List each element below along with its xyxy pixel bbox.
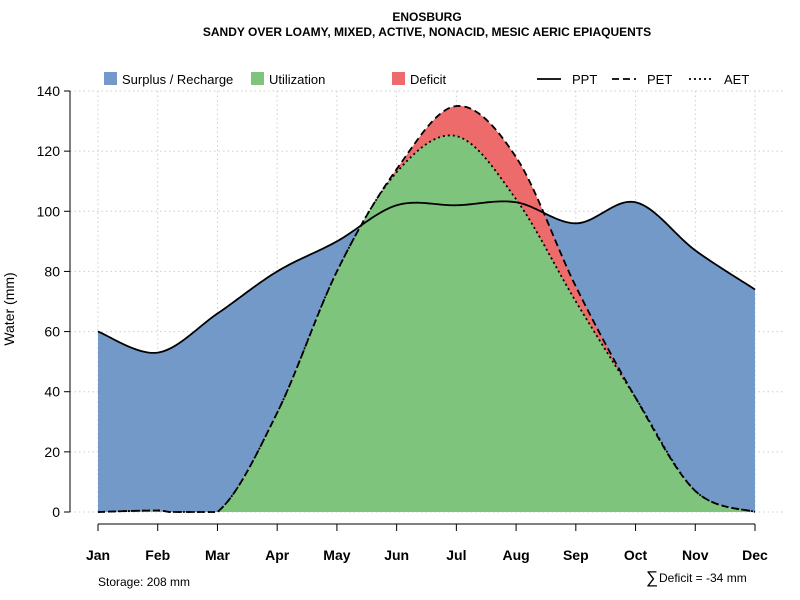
chart-title: ENOSBURG [392, 10, 461, 24]
y-tick-label: 100 [37, 203, 61, 219]
x-tick-label: Feb [145, 547, 170, 563]
x-tick-label: Jun [384, 547, 409, 563]
legend-label: PPT [572, 72, 597, 87]
y-tick-label: 20 [44, 444, 60, 460]
deficit-sum-symbol: ∑ [646, 568, 658, 587]
legend-label: Deficit [410, 72, 447, 87]
x-tick-label: Nov [682, 547, 709, 563]
x-tick-label: Dec [742, 547, 768, 563]
legend-label: PET [647, 72, 672, 87]
legend-label: Utilization [269, 72, 325, 87]
x-tick-label: Sep [563, 547, 589, 563]
utilization-area [98, 135, 755, 512]
legend-label: AET [724, 72, 749, 87]
storage-note: Storage: 208 mm [98, 575, 190, 589]
legend-swatch-deficit [392, 72, 405, 85]
chart-subtitle: SANDY OVER LOAMY, MIXED, ACTIVE, NONACID… [203, 25, 651, 39]
axes: 0 20 40 60 80 100 120 140 Jan Feb Mar Apr May Jun Jul A… [37, 83, 768, 563]
deficit-note: Deficit = -34 mm [659, 571, 747, 585]
y-tick-label: 40 [44, 384, 60, 400]
y-tick-label: 60 [44, 324, 60, 340]
x-tick-label: Oct [624, 547, 648, 563]
legend-swatch-utilization [251, 72, 264, 85]
legend: Surplus / Recharge Utilization Deficit PPT P… [104, 72, 749, 87]
x-tick-label: Apr [265, 547, 290, 563]
y-tick-label: 120 [37, 143, 61, 159]
y-tick-label: 80 [44, 263, 60, 279]
x-tick-label: Jul [446, 547, 466, 563]
y-tick-label: 140 [37, 83, 61, 99]
aet-line [97, 134, 756, 513]
series-lines [97, 105, 756, 513]
legend-label: Surplus / Recharge [122, 72, 233, 87]
y-axis-label: Water (mm) [1, 272, 17, 345]
x-tick-label: May [323, 547, 350, 563]
x-tick-label: Aug [502, 547, 529, 563]
x-tick-label: Jan [86, 547, 110, 563]
y-tick-label: 0 [52, 504, 60, 520]
ppt-line [97, 200, 756, 354]
x-tick-label: Mar [205, 547, 230, 563]
area-layers [98, 105, 755, 512]
legend-swatch-surplus-recharge [104, 72, 117, 85]
